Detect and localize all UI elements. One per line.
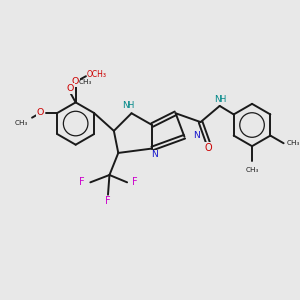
Text: O: O [204, 143, 212, 153]
Text: F: F [105, 196, 111, 206]
Text: CH₃: CH₃ [286, 140, 300, 146]
Text: CH₃: CH₃ [245, 167, 259, 173]
Text: F: F [132, 177, 138, 187]
Text: CH₃: CH₃ [15, 120, 28, 126]
Text: H: H [127, 100, 133, 109]
Text: H: H [220, 95, 226, 104]
Text: N: N [122, 100, 128, 109]
Text: N: N [214, 95, 221, 104]
Text: N: N [193, 131, 200, 140]
Text: O: O [37, 109, 44, 118]
Text: O: O [67, 84, 74, 93]
Text: N: N [151, 151, 158, 160]
Text: OCH₃: OCH₃ [87, 70, 107, 79]
Text: O: O [72, 77, 79, 86]
Text: F: F [80, 177, 85, 187]
Text: CH₃: CH₃ [79, 80, 92, 85]
